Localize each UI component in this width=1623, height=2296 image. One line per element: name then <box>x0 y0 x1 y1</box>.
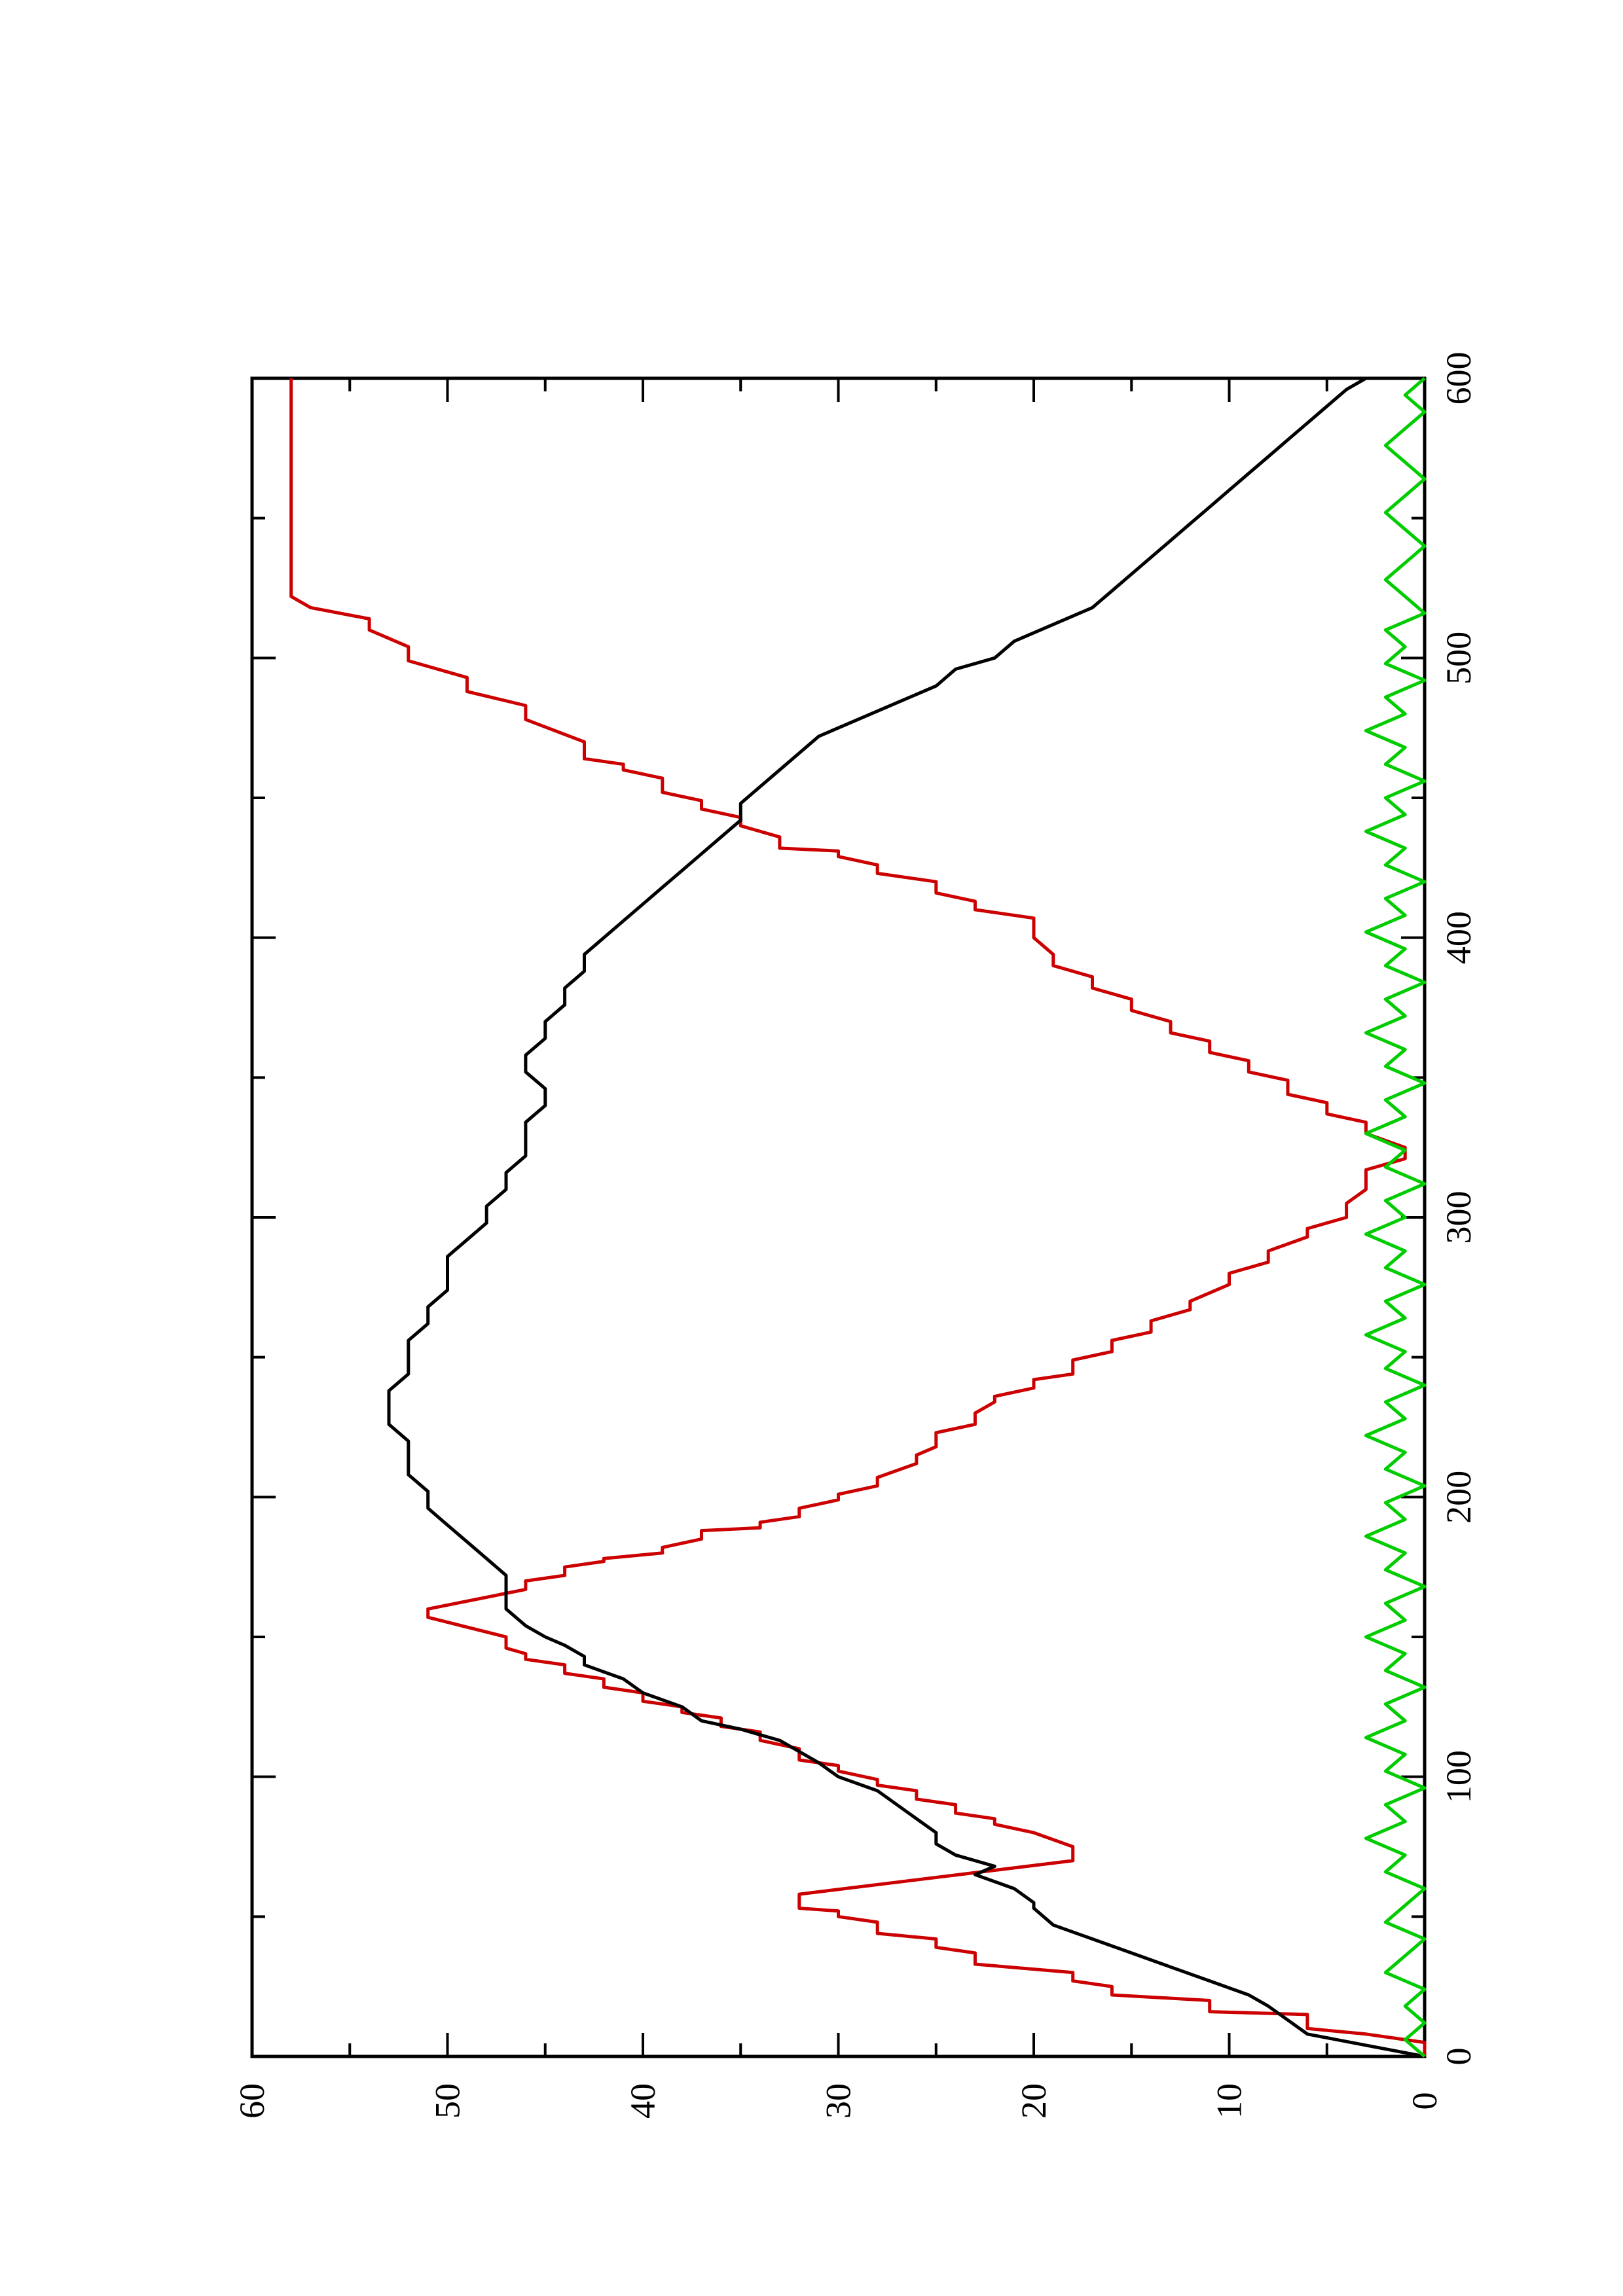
y-axis-tick-label: 30 <box>819 2083 858 2119</box>
x-axis-tick-label: 0 <box>1439 2048 1478 2066</box>
plot-frame <box>250 376 1427 2058</box>
x-axis-tick-label: 200 <box>1439 1471 1478 1524</box>
y-axis-tick-label: 60 <box>232 2083 272 2119</box>
x-axis-tick-label: 500 <box>1439 632 1478 685</box>
series-green-line <box>1364 377 1427 2058</box>
y-axis-tick-label: 40 <box>623 2083 663 2119</box>
series-black-line <box>387 376 1425 2058</box>
y-axis-tick-label: 0 <box>1405 2092 1444 2110</box>
series-red-line <box>289 378 1427 2056</box>
y-axis-tick-label: 10 <box>1210 2083 1249 2119</box>
x-axis-tick-label: 100 <box>1439 1750 1478 1803</box>
axis-ticks <box>251 377 1426 2058</box>
axis-tick-labels: 0 100 200 300 400 500 600 0 10 20 30 40 50 60 <box>232 352 1478 2119</box>
y-axis-tick-label: 50 <box>428 2083 467 2119</box>
x-axis-tick-label: 600 <box>1439 352 1478 405</box>
y-axis-tick-label: 20 <box>1014 2083 1053 2119</box>
x-axis-tick-label: 400 <box>1439 911 1478 964</box>
series-layer <box>289 376 1427 2058</box>
x-axis-tick-label: 300 <box>1439 1191 1478 1244</box>
